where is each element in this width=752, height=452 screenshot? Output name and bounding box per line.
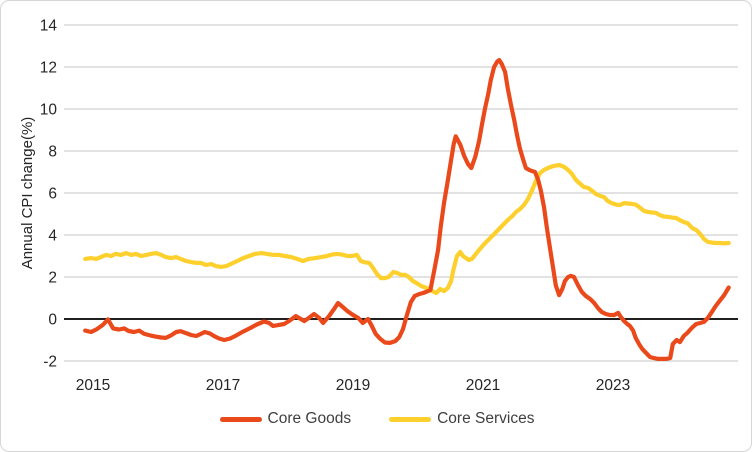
x-tick-label: 2019 [336, 377, 370, 394]
y-tick-label: 10 [40, 102, 58, 119]
x-tick-label: 2023 [596, 377, 630, 394]
legend-item-core-goods: Core Goods [219, 410, 352, 428]
x-tick-label: 2021 [466, 377, 500, 394]
y-tick-label: 6 [48, 186, 57, 203]
core-goods-line-swatch [219, 416, 262, 422]
y-tick-label: -2 [43, 354, 57, 371]
y-tick-label: 14 [40, 18, 58, 35]
series-lines [83, 57, 731, 361]
legend-label-core-services: Core Services [437, 410, 535, 427]
core-goods-line [83, 57, 731, 361]
core-services-line-swatch [389, 416, 432, 422]
legend: Core Goods Core Services [1, 410, 751, 428]
core-services-line [83, 163, 731, 296]
x-tick-label: 2017 [206, 377, 240, 394]
y-tick-label: 0 [48, 312, 57, 329]
legend-item-core-services: Core Services [389, 410, 534, 428]
y-tick-label: 8 [48, 144, 57, 161]
gridlines [64, 24, 738, 362]
y-tick-label: 2 [48, 270, 57, 287]
x-tick-label: 2015 [76, 377, 110, 394]
y-axis-tick-labels: 14 12 10 8 6 4 2 0 -2 [40, 18, 58, 371]
legend-label-core-goods: Core Goods [267, 410, 352, 427]
y-tick-label: 12 [40, 60, 57, 77]
x-axis-tick-labels: 2015 2017 2019 2021 2023 [76, 377, 630, 394]
y-tick-label: 4 [48, 228, 57, 245]
